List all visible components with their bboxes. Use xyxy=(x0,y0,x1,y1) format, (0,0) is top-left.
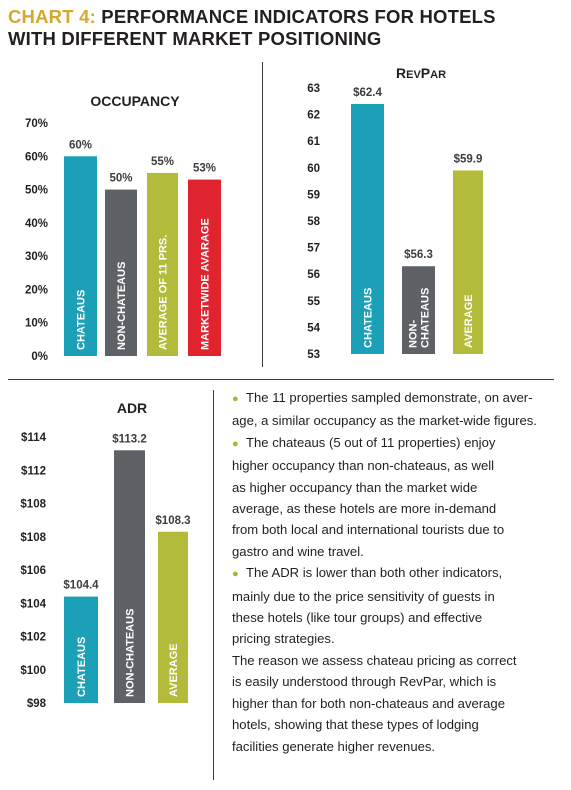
occupancy-tick-label: 40% xyxy=(25,218,48,230)
bullet-icon: ● xyxy=(232,393,239,405)
revpar-tick-label: 53 xyxy=(307,349,320,361)
revpar-chart-title: REVPAR xyxy=(396,65,446,81)
occupancy-value-label: 55% xyxy=(151,156,174,168)
occupancy-bar-marketwide-avarage xyxy=(188,179,221,356)
title-rest: PERFORMANCE INDICATORS FOR HOTELS xyxy=(95,6,496,27)
revpar-category-label: CHATEAUS xyxy=(363,288,375,348)
bullet-line: ● The ADR is lower than both other indica… xyxy=(232,562,554,585)
adr-tick-label: $106 xyxy=(20,565,46,577)
adr-tick-label: $104 xyxy=(20,598,46,610)
title-line2: WITH DIFFERENT MARKET POSITIONING xyxy=(8,28,382,49)
occupancy-tick-label: 70% xyxy=(25,118,48,130)
occupancy-chart: OCCUPANCY 0% 10% 20% 30% 40% 50% 60% 70% 60% CHATE… xyxy=(0,60,255,370)
adr-tick-label: $108 xyxy=(20,532,46,544)
revpar-tick-label: 54 xyxy=(307,322,320,334)
occupancy-category-label: MARKETWIDE AVARAGE xyxy=(200,218,212,350)
bullet-line: as higher occupancy than the market wide xyxy=(232,479,478,495)
revpar-tick-label: 59 xyxy=(307,189,320,201)
occupancy-tick-label: 60% xyxy=(25,151,48,163)
vertical-divider-top xyxy=(262,62,263,367)
revpar-category-label: AVERAGE xyxy=(463,294,475,348)
bullet-list: ● The 11 properties sampled demonstrate, … xyxy=(232,387,554,650)
page-title: CHART 4: PERFORMANCE INDICATORS FOR HOTE… xyxy=(8,6,496,50)
occupancy-bar-average-of-11-prs xyxy=(147,172,178,356)
occupancy-category-label: AVERAGE OF 11 PRS. xyxy=(158,235,170,350)
adr-value-label: $108.3 xyxy=(155,515,190,527)
revpar-bar-chateaus xyxy=(351,103,384,355)
revpar-tick-label: 61 xyxy=(307,136,320,148)
occupancy-value-label: 53% xyxy=(193,163,216,175)
adr-chart-title: ADR xyxy=(117,400,147,416)
bullet-line: ● The 11 properties sampled demonstrate, … xyxy=(232,387,554,410)
bullet-icon: ● xyxy=(232,437,239,450)
adr-tick-label: $100 xyxy=(20,665,46,677)
adr-category-label: CHATEAUS xyxy=(76,637,88,697)
occupancy-category-label: NON-CHATEAUS xyxy=(116,262,128,350)
revpar-value-label: $56.3 xyxy=(404,249,433,261)
adr-value-label: $113.2 xyxy=(112,433,147,445)
occupancy-tick-label: 20% xyxy=(25,284,48,296)
occupancy-bar-non-chateaus xyxy=(105,189,137,356)
revpar-tick-label: 57 xyxy=(307,243,320,255)
adr-tick-label: $108 xyxy=(20,499,46,511)
revpar-chart: REVPAR 53 54 55 56 57 58 59 60 61 62 63 $62.4 CHATEAU… xyxy=(270,60,540,370)
occupancy-value-label: 50% xyxy=(109,173,132,185)
occupancy-tick-label: 30% xyxy=(25,251,48,263)
paragraph-line: is easily understood through RevPar, whi… xyxy=(232,674,497,690)
adr-tick-label: $102 xyxy=(20,632,46,644)
bullet-icon: ● xyxy=(232,568,239,581)
revpar-tick-label: 63 xyxy=(307,83,320,95)
horizontal-divider xyxy=(8,379,554,380)
paragraph-line: The reason we assess chateau pricing as … xyxy=(232,652,517,668)
revpar-bar-average xyxy=(453,170,483,354)
adr-category-label: NON-CHATEAUS xyxy=(125,609,137,697)
occupancy-category-label: CHATEAUS xyxy=(76,290,88,350)
bullet-line: higher occupancy than non-chateaus, as w… xyxy=(232,458,495,474)
adr-bar-non-chateaus xyxy=(114,450,145,703)
occupancy-tick-label: 10% xyxy=(25,318,48,330)
vertical-divider-bottom xyxy=(213,390,214,780)
bullet-line: average, as these hotels are more in-dem… xyxy=(232,501,497,517)
paragraph-line: higher than for both non-chateaus and av… xyxy=(232,695,505,711)
paragraph-line: hotels, showing that these types of lodg… xyxy=(232,717,479,733)
paragraph-line: facilities generate higher revenues. xyxy=(232,738,436,754)
adr-tick-label: $114 xyxy=(21,432,47,444)
adr-bar-average xyxy=(158,531,188,703)
bullet-line: pricing strategies. xyxy=(232,631,335,647)
revpar-tick-label: 62 xyxy=(307,110,320,122)
revpar-chart-svg: REVPAR 53 54 55 56 57 58 59 60 61 62 63 $62.4 CHATEAU… xyxy=(307,65,483,361)
adr-value-label: $104.4 xyxy=(63,580,99,592)
occupancy-value-label: 60% xyxy=(69,139,92,151)
revpar-tick-label: 58 xyxy=(307,216,320,228)
title-lead: CHART 4: xyxy=(8,6,96,27)
revpar-tick-label: 60 xyxy=(307,163,320,175)
bullet-line: ● The chateaus (5 out of 11 properties) e… xyxy=(232,432,554,455)
revpar-tick-label: 55 xyxy=(307,296,320,308)
revpar-bar-non-chateaus xyxy=(402,266,435,354)
bullet-line: from both local and international touris… xyxy=(232,522,505,538)
adr-chart: ADR $98 $100 $102 $104 $106 $108 $108 $112 $114 $1… xyxy=(0,385,210,715)
conclusion-paragraph: The reason we assess chateau pricing as … xyxy=(232,650,554,757)
revpar-value-label: $62.4 xyxy=(353,87,382,99)
adr-tick-label: $112 xyxy=(21,465,46,477)
occupancy-chart-svg: OCCUPANCY 0% 10% 20% 30% 40% 50% 60% 70% 60% CHATE… xyxy=(25,93,221,363)
revpar-value-label: $59.9 xyxy=(454,153,483,165)
adr-chart-svg: ADR $98 $100 $102 $104 $106 $108 $108 $112 $114 $1… xyxy=(20,400,190,710)
occupancy-chart-title: OCCUPANCY xyxy=(90,93,180,109)
commentary: ● The 11 properties sampled demonstrate, … xyxy=(232,387,554,757)
adr-category-label: AVERAGE xyxy=(168,643,180,697)
occupancy-tick-label: 50% xyxy=(25,185,48,197)
adr-bar-chateaus xyxy=(64,596,98,703)
adr-tick-label: $98 xyxy=(27,698,47,710)
occupancy-tick-label: 0% xyxy=(31,351,48,363)
bullet-line: gastro and wine travel. xyxy=(232,543,364,559)
bullet-line: mainly due to the price sensitivity of g… xyxy=(232,588,495,604)
revpar-tick-label: 56 xyxy=(307,269,320,281)
bullet-line: age, a similar occupancy as the market-w… xyxy=(232,413,537,429)
revpar-category-label: NON-CHATEAUS xyxy=(408,288,432,348)
bullet-line: these hotels (like tour groups) and effe… xyxy=(232,610,483,626)
occupancy-bar-chateaus xyxy=(64,156,97,356)
